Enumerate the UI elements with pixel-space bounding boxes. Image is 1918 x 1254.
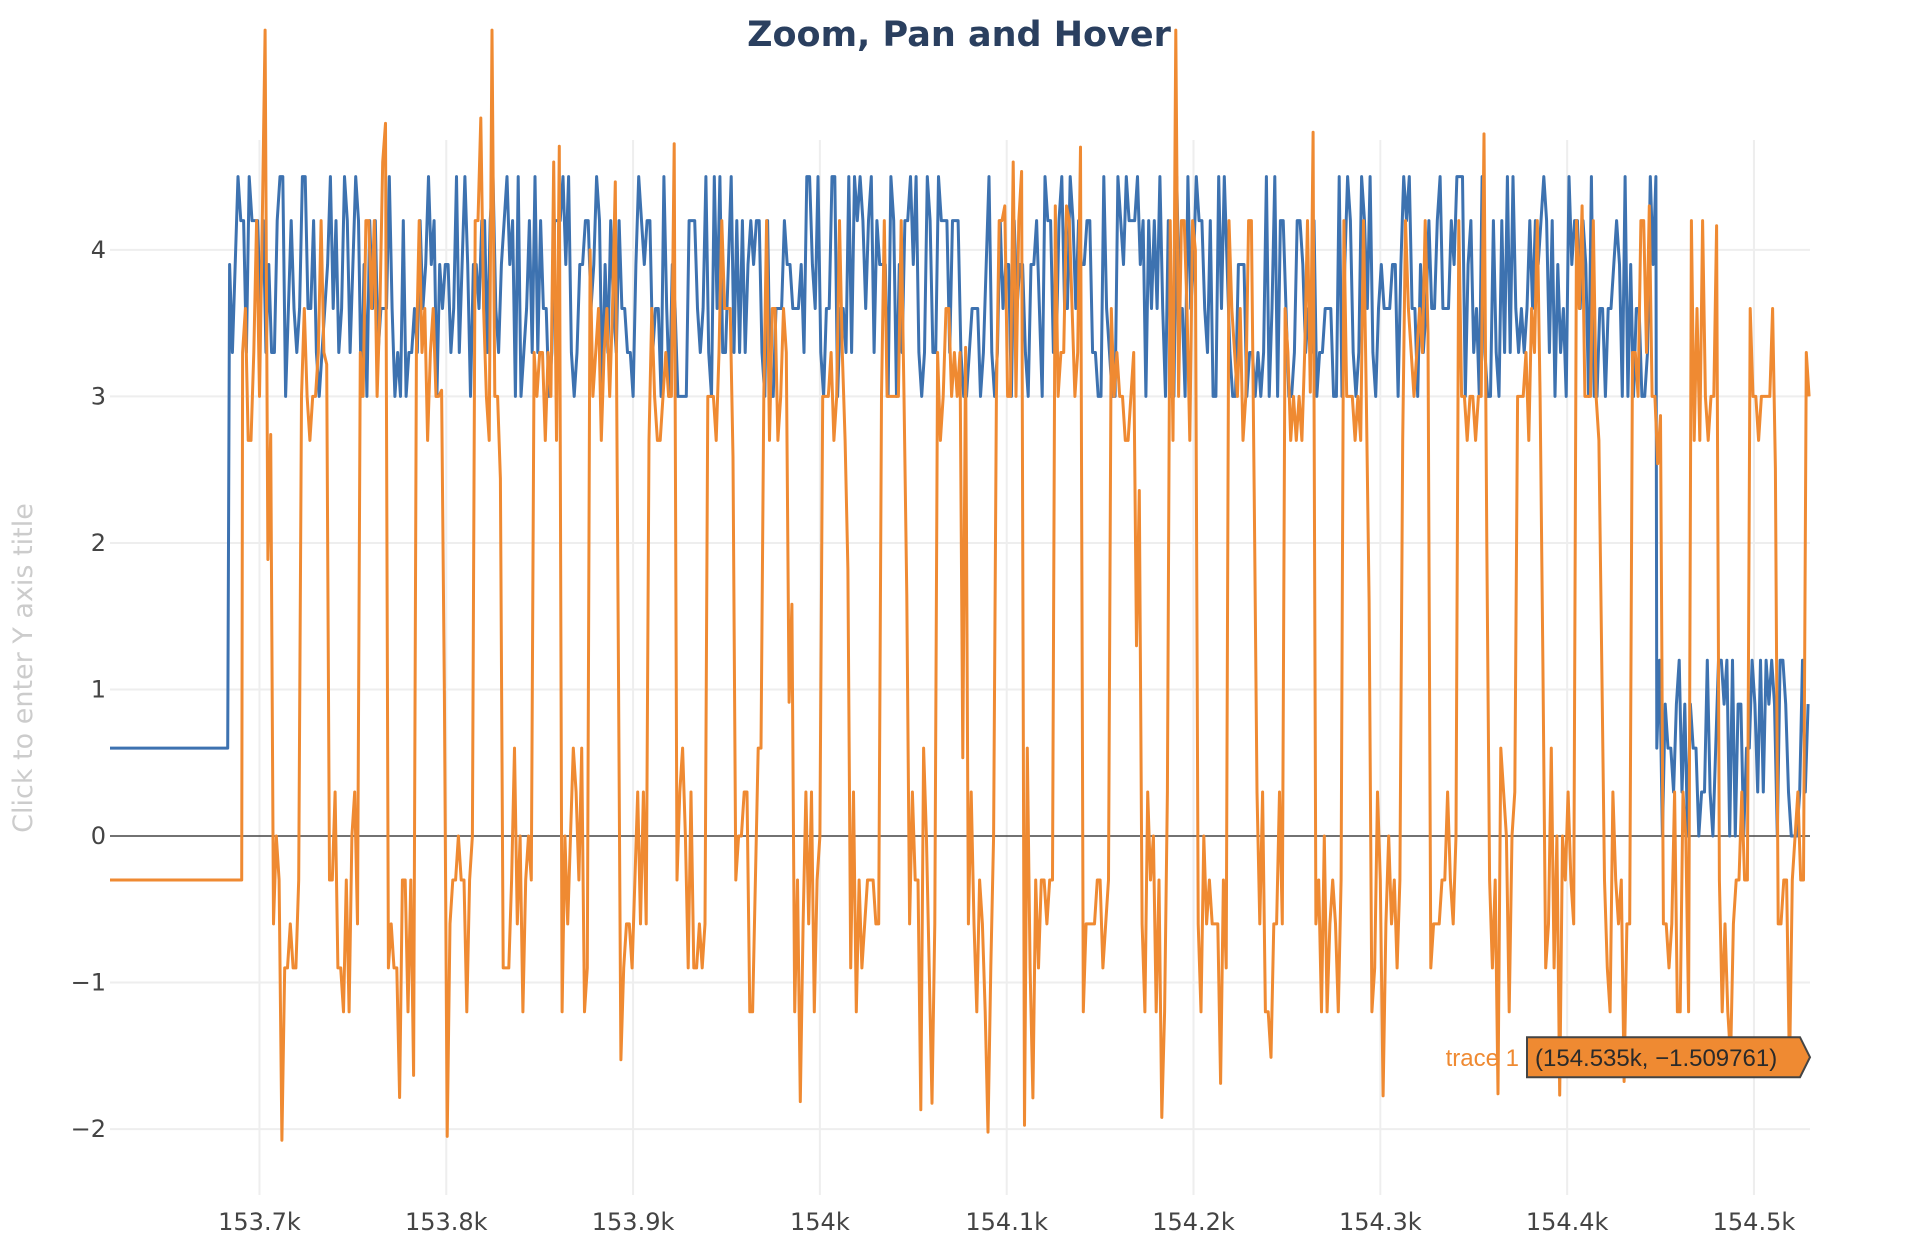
- x-tick-label: 153.7k: [218, 1208, 301, 1236]
- x-axis: 153.7k 153.8k 153.9k 154k 154.1k 154.2k 154.3k…: [218, 1208, 1795, 1236]
- series-layer: [110, 28, 1811, 1142]
- x-tick-label: 153.8k: [405, 1208, 488, 1236]
- x-tick-label: 154.2k: [1152, 1208, 1235, 1236]
- x-tick-label: 154.5k: [1713, 1208, 1796, 1236]
- y-tick-label: 3: [91, 382, 106, 410]
- chart-title: Zoom, Pan and Hover: [747, 15, 1172, 55]
- y-tick-label: −1: [71, 969, 106, 997]
- y-tick-label: 2: [91, 529, 106, 557]
- x-tick-label: 154k: [790, 1208, 850, 1236]
- series-line-1: [110, 175, 1810, 838]
- x-tick-label: 154.4k: [1526, 1208, 1609, 1236]
- y-axis-title[interactable]: Click to enter Y axis title: [8, 503, 39, 833]
- hover-trace-name: trace 1: [1446, 1045, 1519, 1072]
- y-tick-label: 1: [91, 675, 106, 703]
- y-axis: −2 −1 0 1 2 3 4: [71, 236, 106, 1143]
- hover-value-text: (154.535k, −1.509761): [1535, 1045, 1777, 1072]
- series-line-2: [110, 28, 1811, 1142]
- y-tick-label: −2: [71, 1115, 106, 1143]
- hover-tooltip-box: [1526, 1036, 1812, 1079]
- x-tick-label: 154.1k: [965, 1208, 1048, 1236]
- hover-tooltip: (154.535k, −1.509761) trace 1: [1446, 1036, 1812, 1079]
- x-tick-label: 154.3k: [1339, 1208, 1422, 1236]
- x-tick-label: 153.9k: [592, 1208, 675, 1236]
- y-tick-label: 4: [91, 236, 106, 264]
- y-tick-label: 0: [91, 822, 106, 850]
